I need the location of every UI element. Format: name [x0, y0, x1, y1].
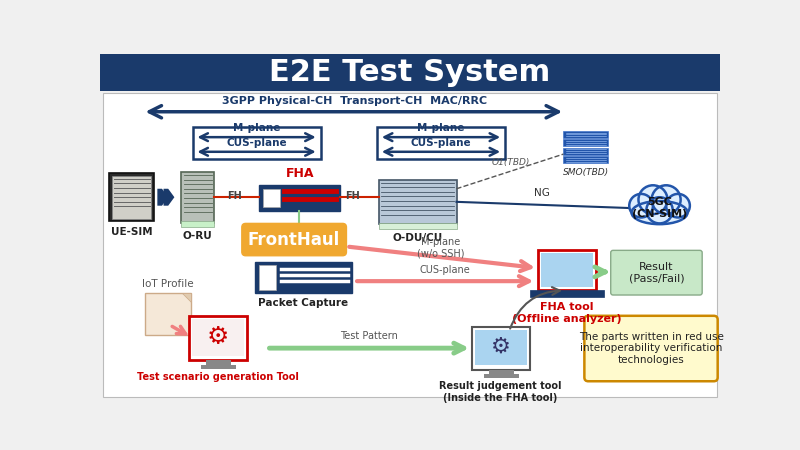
Text: SMO(TBD): SMO(TBD) — [563, 168, 609, 177]
Circle shape — [638, 185, 667, 214]
Text: E2E Test System: E2E Test System — [270, 58, 550, 87]
FancyBboxPatch shape — [201, 365, 237, 369]
Text: Test Pattern: Test Pattern — [340, 331, 398, 341]
FancyBboxPatch shape — [563, 148, 609, 155]
FancyBboxPatch shape — [584, 316, 718, 381]
FancyBboxPatch shape — [182, 172, 214, 223]
Text: ⚙: ⚙ — [490, 337, 510, 356]
Circle shape — [666, 194, 690, 217]
FancyBboxPatch shape — [182, 221, 214, 227]
FancyBboxPatch shape — [379, 180, 457, 224]
FancyArrow shape — [158, 189, 168, 206]
FancyBboxPatch shape — [189, 316, 247, 360]
FancyBboxPatch shape — [378, 127, 506, 159]
Text: FH: FH — [346, 191, 360, 201]
Circle shape — [646, 197, 673, 223]
Text: Packet Capture: Packet Capture — [258, 298, 348, 308]
FancyBboxPatch shape — [484, 374, 519, 378]
Polygon shape — [182, 292, 191, 302]
FancyBboxPatch shape — [530, 290, 604, 297]
FancyBboxPatch shape — [100, 54, 720, 91]
FancyBboxPatch shape — [259, 185, 340, 211]
FancyBboxPatch shape — [242, 223, 346, 256]
Text: 3GPP Physical-CH  Transport-CH  MAC/RRC: 3GPP Physical-CH Transport-CH MAC/RRC — [222, 96, 486, 106]
Text: FHA tool
(Offline analyzer): FHA tool (Offline analyzer) — [512, 302, 622, 324]
Text: FHA: FHA — [286, 166, 314, 180]
Text: M-plane: M-plane — [418, 123, 465, 133]
FancyBboxPatch shape — [259, 265, 276, 290]
Text: CUS-plane: CUS-plane — [410, 138, 471, 148]
FancyBboxPatch shape — [262, 189, 280, 207]
FancyBboxPatch shape — [563, 157, 609, 163]
Text: M-plane: M-plane — [233, 123, 280, 133]
Text: M-plane
(w/o SSH): M-plane (w/o SSH) — [418, 237, 465, 259]
FancyBboxPatch shape — [489, 370, 514, 374]
Text: Result judgement tool
(Inside the FHA tool): Result judgement tool (Inside the FHA to… — [439, 381, 562, 403]
FancyBboxPatch shape — [475, 330, 527, 365]
Text: Test scenario generation Tool: Test scenario generation Tool — [137, 372, 298, 382]
FancyBboxPatch shape — [563, 131, 609, 138]
FancyBboxPatch shape — [563, 140, 609, 146]
Text: Result
(Pass/Fail): Result (Pass/Fail) — [629, 262, 684, 284]
FancyArrow shape — [163, 189, 174, 206]
Text: UE-SIM: UE-SIM — [111, 227, 153, 237]
Text: ⚙: ⚙ — [206, 325, 229, 349]
Text: IoT Profile: IoT Profile — [142, 279, 194, 289]
Text: The parts written in red use
interoperability verification
technologies: The parts written in red use interoperab… — [578, 332, 723, 365]
FancyBboxPatch shape — [538, 250, 596, 290]
FancyBboxPatch shape — [541, 253, 593, 287]
FancyBboxPatch shape — [255, 262, 352, 292]
FancyBboxPatch shape — [193, 127, 321, 159]
Text: O1(TBD): O1(TBD) — [491, 158, 530, 167]
Circle shape — [630, 194, 653, 217]
FancyBboxPatch shape — [192, 319, 244, 356]
FancyBboxPatch shape — [103, 93, 717, 396]
Text: 5GC
(CN-SIM): 5GC (CN-SIM) — [632, 197, 687, 219]
Text: O-RU: O-RU — [182, 231, 213, 241]
Text: O-DU/CU: O-DU/CU — [393, 234, 443, 243]
FancyBboxPatch shape — [472, 327, 530, 370]
FancyBboxPatch shape — [610, 250, 702, 295]
FancyBboxPatch shape — [206, 360, 231, 365]
Text: CUS-plane: CUS-plane — [226, 138, 287, 148]
Text: FH: FH — [227, 191, 242, 201]
Text: FrontHaul: FrontHaul — [248, 230, 340, 248]
FancyBboxPatch shape — [112, 176, 151, 219]
Circle shape — [652, 185, 681, 214]
FancyBboxPatch shape — [145, 292, 191, 335]
Text: NG: NG — [534, 188, 550, 198]
FancyBboxPatch shape — [379, 223, 457, 229]
Text: CUS-plane: CUS-plane — [419, 265, 470, 275]
Ellipse shape — [631, 201, 687, 224]
FancyBboxPatch shape — [110, 173, 154, 221]
